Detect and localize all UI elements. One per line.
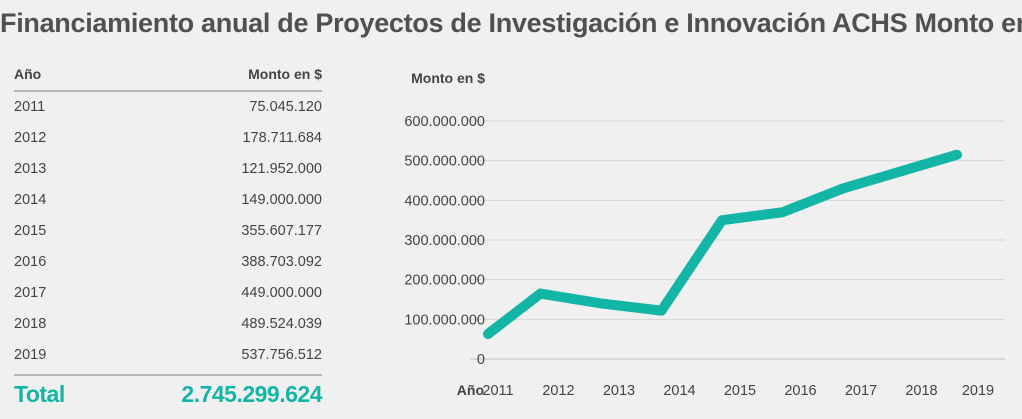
table-row: 2012 178.711.684 <box>14 123 322 154</box>
row-amount: 489.524.039 <box>241 316 322 332</box>
row-amount: 449.000.000 <box>241 285 322 301</box>
total-label: Total <box>14 381 65 407</box>
total-value: 2.745.299.624 <box>181 381 322 407</box>
x-tick-label: 2016 <box>784 383 816 399</box>
y-tick-label: 300.000.000 <box>404 233 485 249</box>
row-amount: 388.703.092 <box>241 254 322 270</box>
header-year: Año <box>14 66 42 82</box>
table-row: 2018 489.524.039 <box>14 309 322 340</box>
table-header: Año Monto en $ <box>14 66 322 92</box>
table-row: 2013 121.952.000 <box>14 154 322 185</box>
y-tick-label: 600.000.000 <box>404 114 485 130</box>
x-tick-label: 2011 <box>482 383 513 399</box>
row-year: 2013 <box>14 161 47 177</box>
x-tick-label: 2013 <box>603 383 635 399</box>
x-tick-label: 2017 <box>845 383 877 399</box>
x-axis-label: Año <box>457 382 484 398</box>
y-tick-label: 500.000.000 <box>404 154 485 170</box>
table-row: 2016 388.703.092 <box>14 247 322 278</box>
x-tick-label: 2019 <box>962 383 994 399</box>
x-tick-label: 2012 <box>542 383 574 399</box>
x-tick-label: 2015 <box>724 383 756 399</box>
row-year: 2019 <box>14 347 47 363</box>
row-year: 2011 <box>14 99 46 115</box>
table-row: 2017 449.000.000 <box>14 278 322 309</box>
row-year: 2018 <box>14 316 47 332</box>
funding-table: Año Monto en $ 2011 75.045.120 2012 178.711… <box>14 66 322 412</box>
header-amount: Monto en $ <box>248 66 322 82</box>
table-row: 2011 75.045.120 <box>14 92 322 123</box>
row-year: 2017 <box>14 285 47 301</box>
row-amount: 355.607.177 <box>241 223 322 239</box>
y-tick-label: 100.000.000 <box>404 312 485 328</box>
series-line <box>483 149 962 340</box>
y-tick-label: 400.000.000 <box>404 193 485 209</box>
table-row: 2019 537.756.512 <box>14 340 322 371</box>
row-year: 2014 <box>14 192 47 208</box>
page-title: Financiamiento anual de Proyectos de Inv… <box>0 8 1022 38</box>
row-year: 2012 <box>14 130 47 146</box>
row-amount: 121.952.000 <box>241 161 322 177</box>
row-amount: 149.000.000 <box>241 192 322 208</box>
x-tick-label: 2014 <box>663 383 695 399</box>
y-axis-label: Monto en $ <box>411 70 485 86</box>
table-total: Total 2.745.299.624 <box>14 374 322 412</box>
row-year: 2015 <box>14 223 47 239</box>
x-tick-label: 2018 <box>905 383 937 399</box>
row-amount: 178.711.684 <box>242 130 322 146</box>
row-amount: 537.756.512 <box>241 347 322 363</box>
row-year: 2016 <box>14 254 47 270</box>
y-tick-label: 0 <box>477 352 485 368</box>
row-amount: 75.045.120 <box>249 99 322 115</box>
table-row: 2014 149.000.000 <box>14 185 322 216</box>
y-tick-label: 200.000.000 <box>404 273 485 289</box>
table-row: 2015 355.607.177 <box>14 216 322 247</box>
